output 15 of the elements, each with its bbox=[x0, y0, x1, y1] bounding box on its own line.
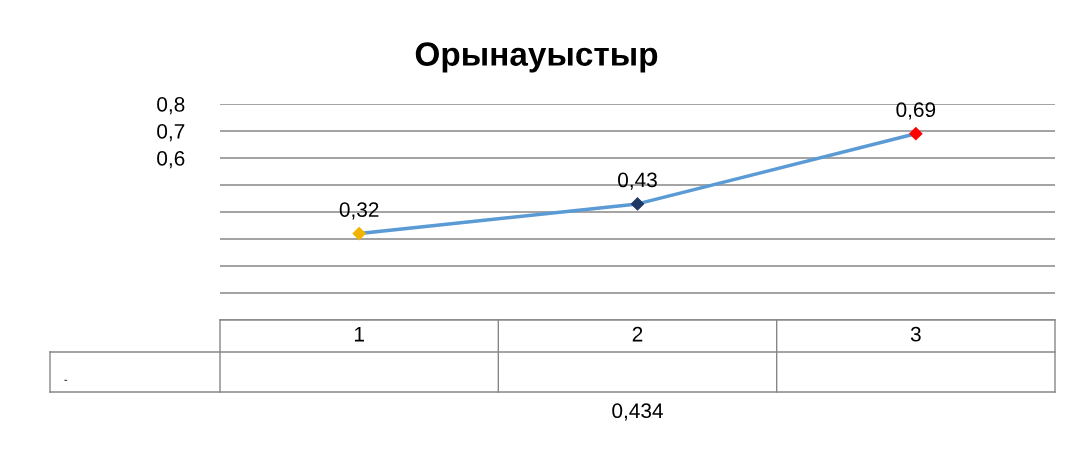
point bbox=[630, 197, 645, 211]
data-label: 0,69 bbox=[896, 102, 936, 120]
y-tick-label: 0,7 bbox=[157, 124, 185, 142]
y-tick-label: 0,8 bbox=[157, 97, 185, 115]
text: 0,434 bbox=[612, 403, 663, 421]
y-tick-label: 0,6 bbox=[157, 151, 185, 169]
x-tick-label: 2 bbox=[632, 326, 643, 342]
text: - bbox=[64, 379, 68, 381]
data-label: 0,43 bbox=[618, 172, 657, 190]
point bbox=[909, 127, 923, 141]
data-label: 0,32 bbox=[339, 202, 379, 220]
x-tick-label: 3 bbox=[910, 326, 921, 342]
point bbox=[352, 227, 366, 241]
chart-title: Орынауыстыр bbox=[415, 42, 658, 73]
x-tick-label: 1 bbox=[354, 327, 364, 342]
